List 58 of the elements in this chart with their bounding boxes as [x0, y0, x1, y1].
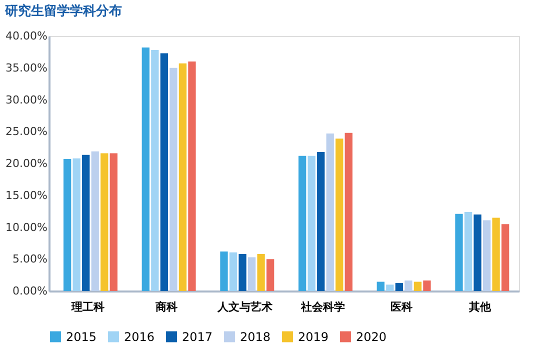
bar	[257, 254, 265, 291]
chart-title: 研究生留学学科分布	[4, 3, 122, 19]
bar	[308, 156, 316, 291]
x-tick-label: 理工科	[70, 300, 105, 314]
x-tick-label: 人文与艺术	[216, 300, 272, 314]
bar	[82, 154, 90, 291]
bar	[423, 280, 431, 291]
legend-label: 2015	[66, 330, 97, 343]
y-tick-label: 40.00%	[6, 30, 48, 42]
x-tick-label: 医科	[390, 300, 412, 314]
bar	[464, 212, 472, 291]
bar	[72, 158, 80, 291]
bar	[160, 53, 168, 291]
bar	[266, 259, 274, 291]
y-tick-label: 0.00%	[12, 284, 48, 298]
bar	[178, 63, 187, 291]
bar	[414, 282, 422, 291]
bar	[298, 156, 306, 291]
y-tick-label: 20.00%	[6, 157, 48, 170]
bar	[395, 283, 404, 291]
bar	[492, 218, 500, 291]
bar	[91, 151, 99, 291]
bar	[326, 134, 334, 291]
bar	[317, 152, 325, 291]
x-tick-label: 社会科学	[300, 300, 346, 314]
bar	[455, 214, 463, 291]
legend-label: 2020	[356, 330, 387, 343]
bar	[100, 153, 108, 291]
y-tick-label: 30.00%	[6, 93, 48, 106]
y-tick-label: 35.00%	[6, 61, 48, 74]
bar	[482, 220, 491, 291]
bar	[404, 280, 412, 291]
y-tick-label: 10.00%	[6, 220, 48, 234]
bar	[386, 284, 394, 291]
bar	[151, 50, 159, 291]
bar	[220, 251, 228, 291]
bar	[142, 47, 150, 291]
x-tick-label: 商科	[154, 300, 178, 314]
bar	[474, 214, 482, 291]
legend-label: 2016	[124, 330, 155, 343]
x-tick-label: 其他	[468, 300, 492, 314]
legend-label: 2018	[240, 330, 271, 343]
bar	[336, 138, 344, 291]
y-tick-label: 25.00%	[6, 125, 48, 138]
legend-label: 2017	[182, 330, 213, 343]
bar	[501, 224, 510, 291]
bar	[248, 257, 256, 291]
y-tick-label: 15.00%	[6, 188, 48, 202]
bar	[238, 254, 246, 291]
legend-label: 2019	[298, 330, 329, 343]
bar	[188, 62, 196, 291]
bar	[170, 68, 178, 291]
bar	[376, 282, 384, 291]
bar	[344, 132, 352, 291]
bar	[110, 153, 118, 291]
y-tick-label: 5.00%	[12, 252, 48, 266]
bar	[63, 159, 72, 291]
bar	[229, 252, 238, 291]
